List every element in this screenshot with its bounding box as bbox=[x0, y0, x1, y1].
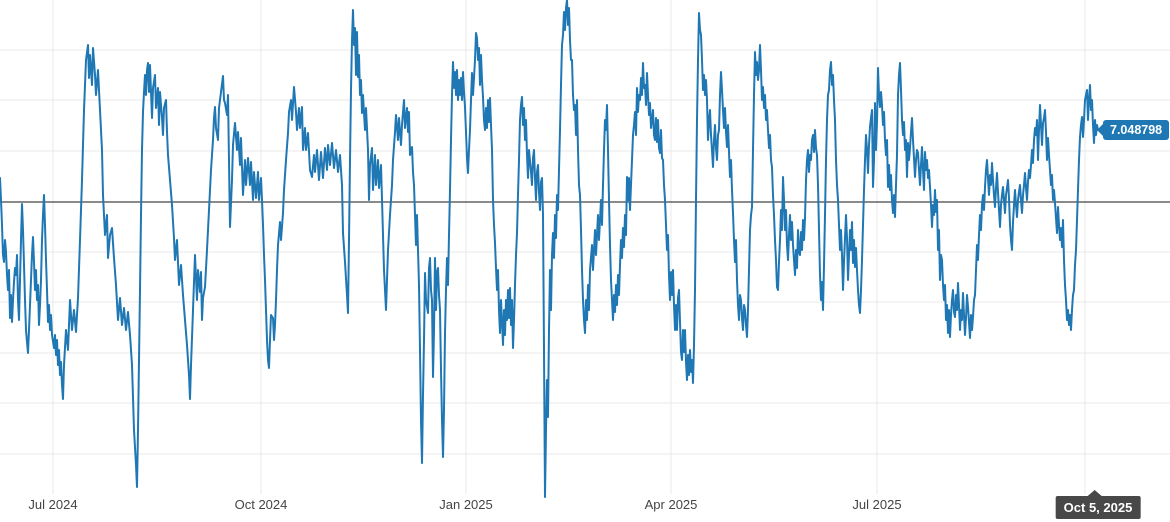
x-tick-label: Oct 2024 bbox=[234, 497, 288, 512]
date-hover-text: Oct 5, 2025 bbox=[1063, 500, 1133, 515]
x-tick-label: Apr 2025 bbox=[644, 497, 698, 512]
x-tick-label: Jul 2025 bbox=[852, 497, 902, 512]
caret-up-icon bbox=[1088, 490, 1102, 496]
value-hover-label: 7.048798 bbox=[1097, 120, 1170, 140]
caret-left-icon bbox=[1097, 124, 1103, 136]
date-hover-label: Oct 5, 2025 bbox=[1055, 490, 1141, 519]
x-tick-label: Jul 2024 bbox=[28, 497, 78, 512]
x-tick-label: Jan 2025 bbox=[439, 497, 493, 512]
value-hover-text: 7.048798 bbox=[1110, 123, 1163, 137]
